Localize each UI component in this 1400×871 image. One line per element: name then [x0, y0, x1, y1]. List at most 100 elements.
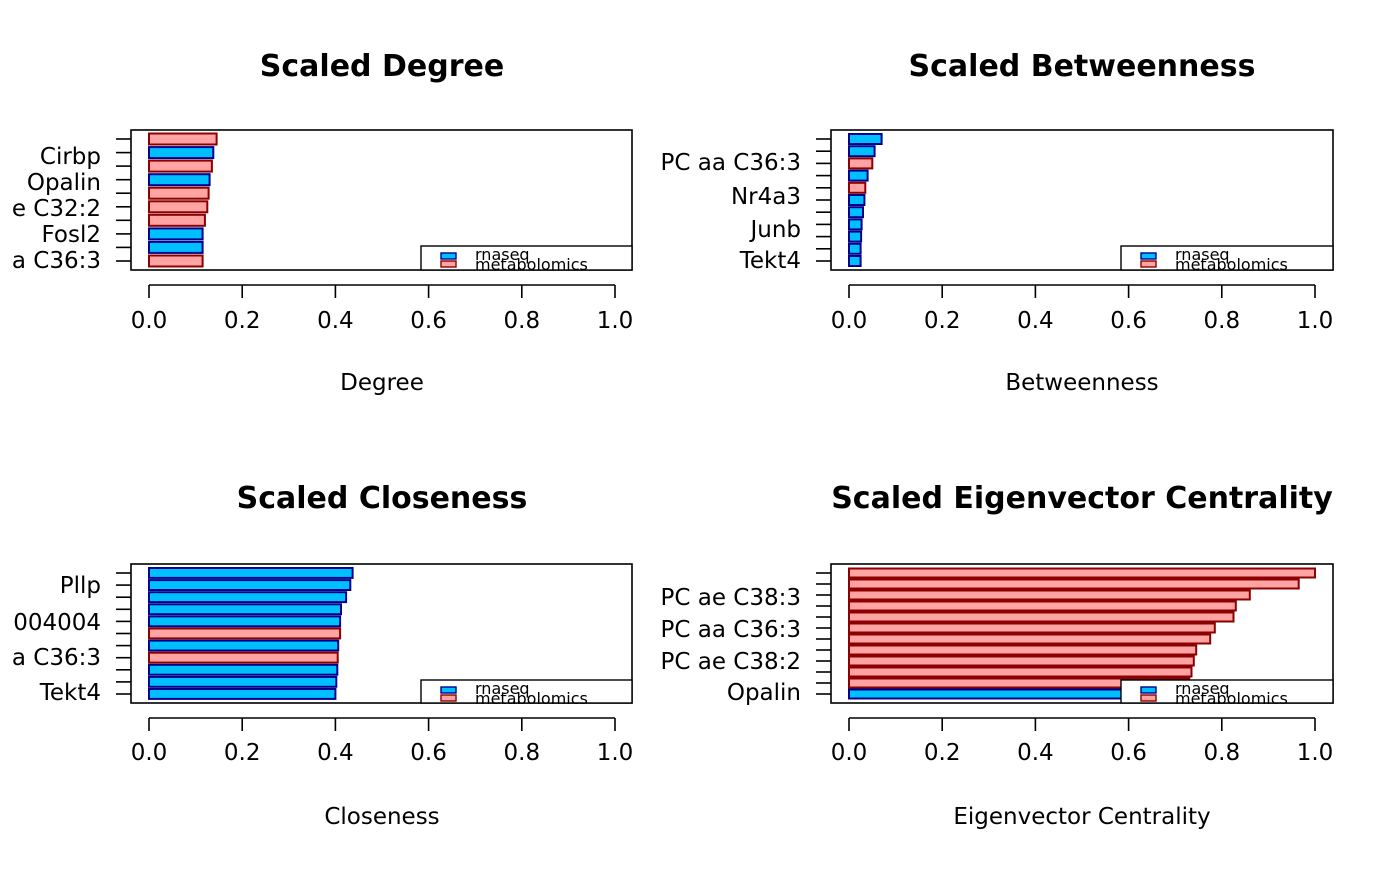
y-tick-label: PC aa C36:3 — [661, 150, 801, 176]
y-tick-label: a C36:3 — [12, 645, 101, 671]
bar — [848, 169, 869, 182]
bar — [848, 145, 876, 158]
y-tick-label: a C36:3 — [12, 248, 101, 274]
legend-label: metabolomics — [475, 255, 588, 274]
x-tick-label: 0.6 — [410, 740, 447, 766]
bar — [848, 600, 1237, 612]
x-tick-label: 0.2 — [224, 740, 261, 766]
x-axis-label: Eigenvector Centrality — [953, 804, 1210, 830]
y-tick-label: Pllp — [60, 573, 101, 599]
legend-swatch — [1140, 260, 1157, 268]
chart-title: Scaled Closeness — [237, 481, 528, 516]
bar — [848, 644, 1198, 656]
bar — [148, 132, 218, 146]
bar — [848, 230, 863, 243]
plot-frame — [830, 129, 1334, 271]
bar — [848, 133, 883, 145]
x-tick-label: 1.0 — [597, 308, 634, 334]
x-tick-label: 0.8 — [504, 740, 541, 766]
y-tick-label: 004004 — [13, 610, 101, 636]
bar — [848, 666, 1193, 678]
chart-panel-1: Scaled Degree 0.0 0.2 0.4 0.6 0.8 1.0 Degree a C… — [12, 49, 633, 396]
y-tick-label: Tekt4 — [39, 680, 101, 706]
bar — [148, 173, 211, 187]
plot-frame — [130, 563, 633, 704]
chart-panel-3: Scaled Closeness 0.0 0.2 0.4 0.6 0.8 1.0 Closen… — [12, 481, 633, 830]
y-tick-label: Cirbp — [40, 144, 101, 170]
bar — [848, 242, 862, 255]
x-tick-label: 0.4 — [317, 308, 354, 334]
bar — [148, 675, 338, 688]
x-axis-label: Closeness — [324, 804, 439, 830]
y-tick-label: PC ae C38:2 — [660, 649, 801, 675]
bar — [148, 254, 204, 268]
legend-label: metabolomics — [1175, 255, 1288, 274]
x-tick-label: 1.0 — [1297, 308, 1334, 334]
legend-label: rnaseq — [1175, 245, 1230, 264]
bar — [848, 218, 863, 231]
chart-panel-2: Scaled Betweenness 0.0 0.2 0.4 0.6 0.8 1.0 Betw… — [661, 49, 1334, 396]
x-tick-label: 0.6 — [1110, 308, 1147, 334]
bar — [148, 200, 209, 214]
bar — [148, 688, 337, 700]
plot-frame — [830, 563, 1334, 704]
x-tick-label: 0.2 — [224, 308, 261, 334]
y-tick-label: Tekt4 — [739, 248, 801, 274]
bar — [148, 186, 210, 200]
x-tick-label: 0.8 — [1204, 308, 1241, 334]
bar — [848, 255, 862, 267]
chart-panel-4: Scaled Eigenvector Centrality 0.0 0.2 0.4 0.… — [660, 481, 1334, 830]
bar — [148, 663, 339, 676]
y-tick-label: PC aa C36:3 — [661, 617, 801, 643]
x-axis-label: Degree — [340, 370, 424, 396]
y-tick-label: Fosl2 — [42, 222, 102, 248]
legend-swatch — [1140, 694, 1157, 702]
x-tick-label: 0.0 — [831, 740, 868, 766]
chart-title: Scaled Betweenness — [909, 49, 1256, 84]
y-tick-label: PC ae C38:3 — [660, 585, 801, 611]
bar — [848, 567, 1316, 579]
chart-title: Scaled Degree — [260, 49, 504, 84]
bar — [148, 591, 348, 604]
plot-frame — [130, 129, 633, 271]
bar — [848, 611, 1235, 623]
bar — [148, 651, 339, 664]
x-tick-label: 0.6 — [410, 308, 447, 334]
x-tick-label: 1.0 — [1297, 740, 1334, 766]
y-tick-label: e C32:2 — [12, 196, 101, 222]
x-axis-label: Betweenness — [1005, 370, 1158, 396]
bar — [848, 589, 1251, 601]
x-tick-label: 0.4 — [1017, 308, 1054, 334]
bar — [148, 615, 342, 628]
bar — [848, 578, 1300, 590]
legend-label: rnaseq — [475, 245, 530, 264]
bar — [148, 567, 354, 579]
bar — [148, 227, 204, 241]
y-tick-label: Opalin — [727, 680, 801, 706]
x-tick-label: 0.2 — [924, 308, 961, 334]
bar — [848, 206, 864, 219]
y-tick-label: Nr4a3 — [731, 184, 801, 210]
legend-swatch — [1140, 252, 1157, 260]
bar — [848, 622, 1216, 634]
legend-swatch — [440, 252, 457, 260]
bar — [148, 579, 352, 591]
legend-box — [1120, 679, 1334, 704]
bar — [148, 146, 215, 160]
x-tick-label: 1.0 — [597, 740, 634, 766]
bar — [848, 194, 866, 206]
y-tick-label: Opalin — [27, 170, 101, 196]
bar — [848, 655, 1195, 667]
bar — [148, 159, 213, 173]
bar — [148, 213, 206, 227]
legend-label: rnaseq — [475, 679, 530, 698]
bar — [148, 639, 340, 652]
bar — [848, 181, 867, 194]
y-tick-label: Junb — [748, 217, 801, 243]
legend-swatch — [440, 694, 457, 702]
legend-swatch — [440, 686, 457, 694]
